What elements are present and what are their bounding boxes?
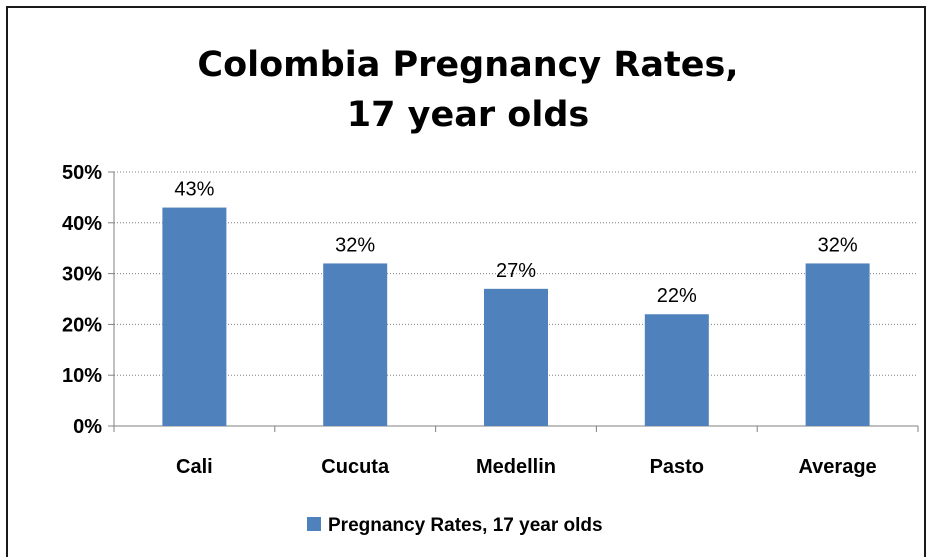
bar: [484, 288, 548, 426]
x-tick-label: Cali: [176, 456, 213, 478]
data-label: 22%: [657, 285, 697, 307]
bar: [162, 207, 227, 426]
bar: [323, 263, 388, 426]
chart-title: Colombia Pregnancy Rates, 17 year olds: [0, 40, 936, 140]
y-tick-label: 0%: [73, 416, 102, 438]
bar: [805, 263, 870, 426]
bar: [644, 314, 709, 426]
x-axis-ticks: Cali Cucuta Medellin Pasto Average: [113, 426, 919, 478]
data-labels: 43% 32% 27% 22% 32%: [174, 179, 857, 308]
y-axis-ticks: 0% 10% 20% 30% 40% 50%: [62, 162, 114, 438]
legend-swatch: [307, 517, 321, 531]
y-tick-label: 40%: [62, 213, 102, 235]
y-tick-label: 30%: [62, 264, 102, 286]
x-tick-label: Medellin: [476, 456, 556, 478]
data-label: 32%: [335, 234, 375, 256]
y-tick-label: 10%: [62, 365, 102, 387]
chart-title-line-1: Colombia Pregnancy Rates,: [197, 45, 739, 85]
data-label: 43%: [174, 179, 214, 201]
y-tick-label: 20%: [62, 314, 102, 336]
data-label: 27%: [496, 260, 536, 282]
x-tick-label: Cucuta: [321, 456, 390, 478]
bars: [162, 207, 870, 426]
legend-label: Pregnancy Rates, 17 year olds: [328, 515, 603, 536]
x-tick-label: Pasto: [650, 456, 704, 478]
y-tick-label: 50%: [62, 162, 102, 184]
data-label: 32%: [818, 234, 858, 256]
legend: Pregnancy Rates, 17 year olds: [307, 515, 603, 536]
chart-title-line-2: 17 year olds: [346, 95, 590, 135]
chart-frame: [6, 6, 926, 557]
x-tick-label: Average: [798, 456, 876, 478]
